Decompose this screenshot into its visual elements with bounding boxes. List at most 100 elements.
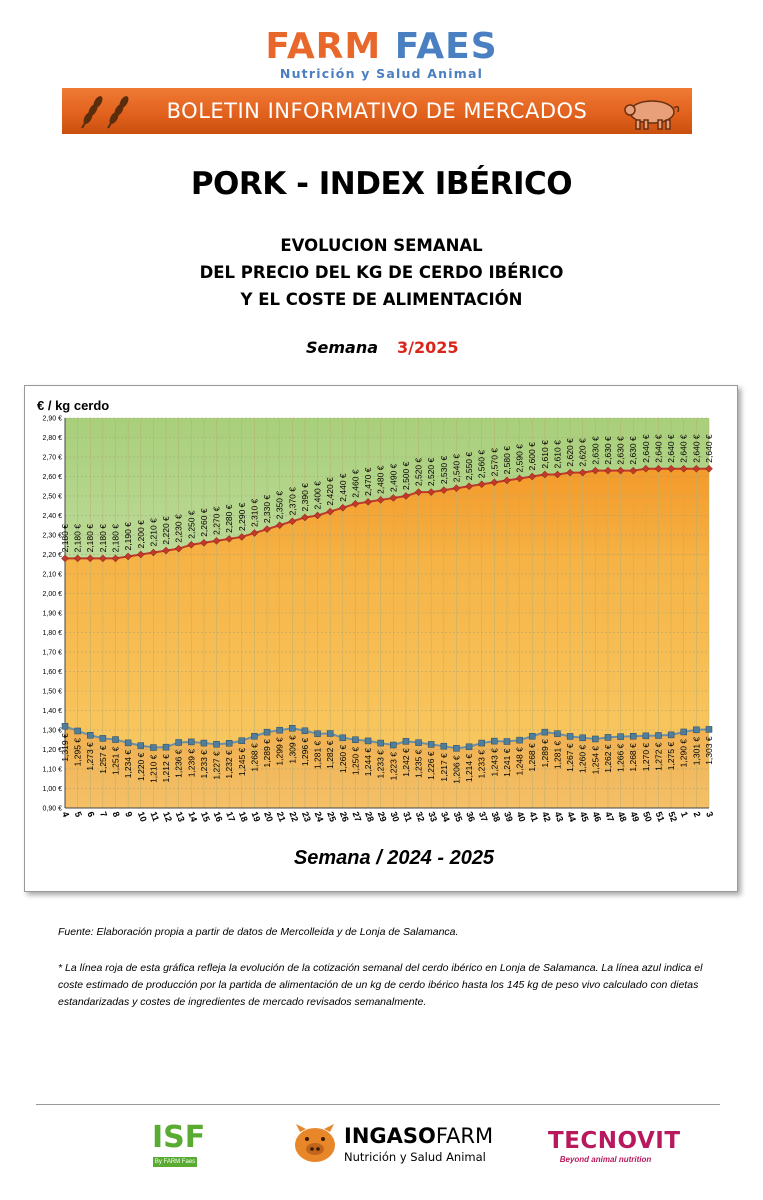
price-point <box>578 468 587 477</box>
price-data-label: 2,610 € <box>540 440 550 469</box>
x-tick-label: 12 <box>161 810 174 823</box>
price-data-label: 2,180 € <box>85 524 95 553</box>
cost-point <box>352 736 359 743</box>
cost-point <box>440 742 448 750</box>
ingaso-logo-part2: FARM <box>435 1124 494 1148</box>
cost-point <box>503 738 511 745</box>
price-point <box>301 513 309 522</box>
source-note: Fuente: Elaboración propia a partir de d… <box>58 926 459 938</box>
price-point <box>263 525 271 534</box>
price-point <box>111 554 120 563</box>
footer-divider <box>36 1104 720 1105</box>
price-point <box>477 480 486 489</box>
price-data-label: 2,620 € <box>578 438 588 467</box>
price-data-label: 2,480 € <box>376 465 386 494</box>
price-point <box>679 464 688 473</box>
price-data-label: 2,640 € <box>704 434 714 463</box>
price-data-label: 2,640 € <box>679 434 689 463</box>
cost-data-label: 1,232 € <box>224 750 234 779</box>
cost-point <box>276 726 283 734</box>
y-tick-label: 1,10 € <box>43 767 63 774</box>
cost-point <box>566 733 574 740</box>
cost-area <box>65 726 709 808</box>
cost-point <box>314 730 321 737</box>
price-point <box>99 554 107 563</box>
cost-point <box>642 732 650 740</box>
cost-point <box>188 738 195 746</box>
price-data-label: 2,570 € <box>489 448 499 477</box>
cost-point <box>150 744 157 751</box>
price-point <box>237 533 246 541</box>
y-tick-label: 2,00 € <box>43 591 63 598</box>
cost-point <box>124 739 132 747</box>
price-data-label: 2,540 € <box>451 454 461 483</box>
week-label: Semana <box>306 338 379 357</box>
price-point <box>338 503 347 512</box>
cost-data-label: 1,257 € <box>98 745 108 774</box>
price-data-label: 2,440 € <box>338 473 348 502</box>
price-data-label: 2,640 € <box>653 434 663 463</box>
x-tick-label: 14 <box>186 810 199 823</box>
cost-data-label: 1,260 € <box>338 745 348 774</box>
explanation-note: * La línea roja de esta gráfica refleja … <box>58 962 703 1008</box>
y-tick-label: 2,70 € <box>43 455 63 462</box>
price-data-label: 2,350 € <box>275 491 285 520</box>
x-tick-label: 33 <box>426 810 439 823</box>
x-tick-label: 25 <box>325 810 338 823</box>
cost-data-label: 1,268 € <box>527 743 537 772</box>
y-tick-label: 1,20 € <box>43 747 63 754</box>
x-tick-label: 2 <box>691 810 702 818</box>
cost-point <box>377 739 384 747</box>
week-value: 3/2025 <box>397 338 459 357</box>
ingaso-logo-part1: INGASO <box>344 1124 436 1148</box>
cost-data-label: 1,273 € <box>85 742 95 771</box>
y-tick-label: 1,50 € <box>43 689 63 696</box>
cost-data-label: 1,217 € <box>439 753 449 782</box>
price-data-label: 2,280 € <box>224 504 234 533</box>
x-tick-label: 1 <box>679 810 690 818</box>
x-tick-label: 21 <box>275 810 288 823</box>
cost-point <box>554 730 561 737</box>
cost-data-label: 1,233 € <box>199 750 209 779</box>
cost-point <box>301 727 309 735</box>
cost-data-label: 1,289 € <box>262 739 272 768</box>
x-tick-label: 17 <box>224 810 237 823</box>
cost-point <box>604 734 612 741</box>
price-data-label: 2,180 € <box>73 524 83 553</box>
cost-point <box>705 726 713 733</box>
price-point <box>528 472 537 481</box>
x-tick-label: 24 <box>313 810 326 823</box>
x-tick-label: 44 <box>565 810 578 823</box>
x-axis-title: Semana / 2024 - 2025 <box>294 847 495 869</box>
y-tick-label: 2,60 € <box>43 474 63 481</box>
cost-data-label: 1,275 € <box>666 742 676 771</box>
y-tick-label: 2,80 € <box>43 435 63 442</box>
price-point <box>364 497 372 506</box>
price-data-label: 2,250 € <box>186 510 196 539</box>
price-point <box>591 466 600 475</box>
cost-data-label: 1,236 € <box>174 749 184 778</box>
price-point <box>490 478 499 487</box>
y-tick-label: 1,80 € <box>43 630 63 637</box>
price-data-label: 2,640 € <box>641 434 651 463</box>
price-data-label: 2,490 € <box>388 463 398 492</box>
price-data-label: 2,630 € <box>603 436 613 465</box>
price-data-label: 2,190 € <box>123 522 133 551</box>
x-tick-label: 9 <box>123 810 134 818</box>
x-tick-label: 15 <box>199 810 212 823</box>
price-data-label: 2,590 € <box>515 444 525 473</box>
ingaso-logo: INGASOFARM <box>344 1124 493 1148</box>
price-data-label: 2,180 € <box>98 524 108 553</box>
x-tick-label: 37 <box>477 810 490 823</box>
banner-title: BOLETIN INFORMATIVO DE MERCADOS <box>166 99 588 123</box>
cost-data-label: 1,251 € <box>111 746 121 775</box>
x-tick-label: 40 <box>515 810 528 823</box>
cost-data-label: 1,248 € <box>515 747 525 776</box>
subtitle-line2: DEL PRECIO DEL KG DE CERDO IBÉRICO <box>199 263 564 282</box>
cost-point <box>427 741 435 748</box>
price-point <box>515 474 524 483</box>
subtitle-line1: EVOLUCION SEMANAL <box>280 236 483 255</box>
cost-data-label: 1,309 € <box>287 735 297 764</box>
y-tick-label: 1,40 € <box>43 708 63 715</box>
price-point <box>540 470 549 479</box>
